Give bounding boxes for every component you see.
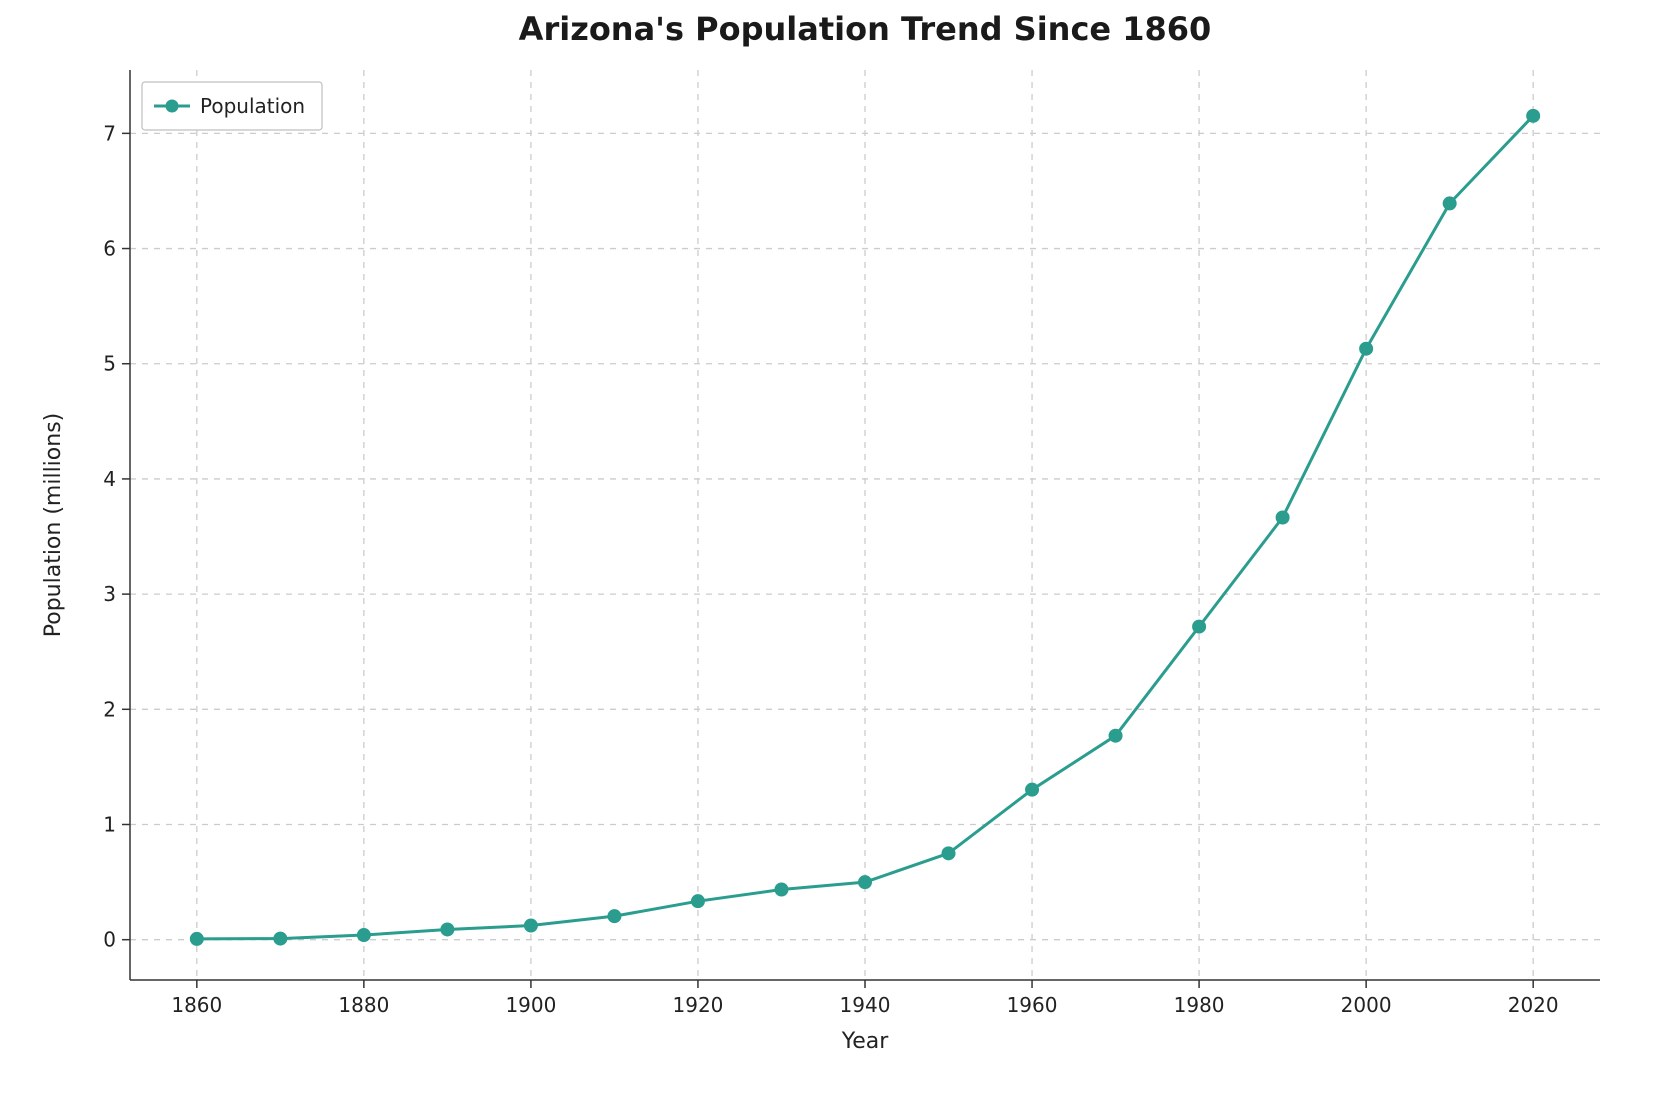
data-point — [441, 923, 454, 936]
legend-label: Population — [200, 94, 305, 118]
y-tick-label: 1 — [103, 812, 116, 836]
x-axis-label: Year — [841, 1029, 890, 1054]
data-point — [775, 883, 788, 896]
x-tick-label: 1860 — [171, 993, 222, 1017]
data-point — [942, 847, 955, 860]
data-point — [357, 929, 370, 942]
population-line-chart: Arizona's Population Trend Since 1860 186… — [0, 0, 1665, 1101]
data-point — [1360, 342, 1373, 355]
data-point — [608, 910, 621, 923]
data-point — [1109, 729, 1122, 742]
y-tick-label: 3 — [103, 582, 116, 606]
chart-title: Arizona's Population Trend Since 1860 — [519, 10, 1212, 48]
y-axis-label: Population (millions) — [41, 413, 66, 638]
y-tick-label: 2 — [103, 697, 116, 721]
data-point — [524, 919, 537, 932]
data-point — [190, 932, 203, 945]
x-tick-label: 1900 — [505, 993, 556, 1017]
x-tick-label: 2020 — [1508, 993, 1559, 1017]
data-point — [1276, 511, 1289, 524]
x-tick-label: 1960 — [1007, 993, 1058, 1017]
y-tick-label: 5 — [103, 352, 116, 376]
y-tick-label: 0 — [103, 928, 116, 952]
x-tick-label: 1880 — [338, 993, 389, 1017]
x-tick-label: 1980 — [1174, 993, 1225, 1017]
legend-marker-icon — [166, 100, 179, 113]
data-point — [1193, 620, 1206, 633]
x-tick-label: 2000 — [1341, 993, 1392, 1017]
legend: Population — [142, 82, 322, 130]
data-point — [1026, 783, 1039, 796]
data-point — [1443, 197, 1456, 210]
y-tick-label: 7 — [103, 121, 116, 145]
data-point — [1527, 109, 1540, 122]
data-point — [274, 932, 287, 945]
x-tick-label: 1920 — [673, 993, 724, 1017]
x-tick-label: 1940 — [840, 993, 891, 1017]
data-point — [691, 895, 704, 908]
data-point — [859, 876, 872, 889]
y-tick-label: 4 — [103, 467, 116, 491]
y-tick-label: 6 — [103, 237, 116, 261]
chart-container: Arizona's Population Trend Since 1860 186… — [0, 0, 1665, 1101]
